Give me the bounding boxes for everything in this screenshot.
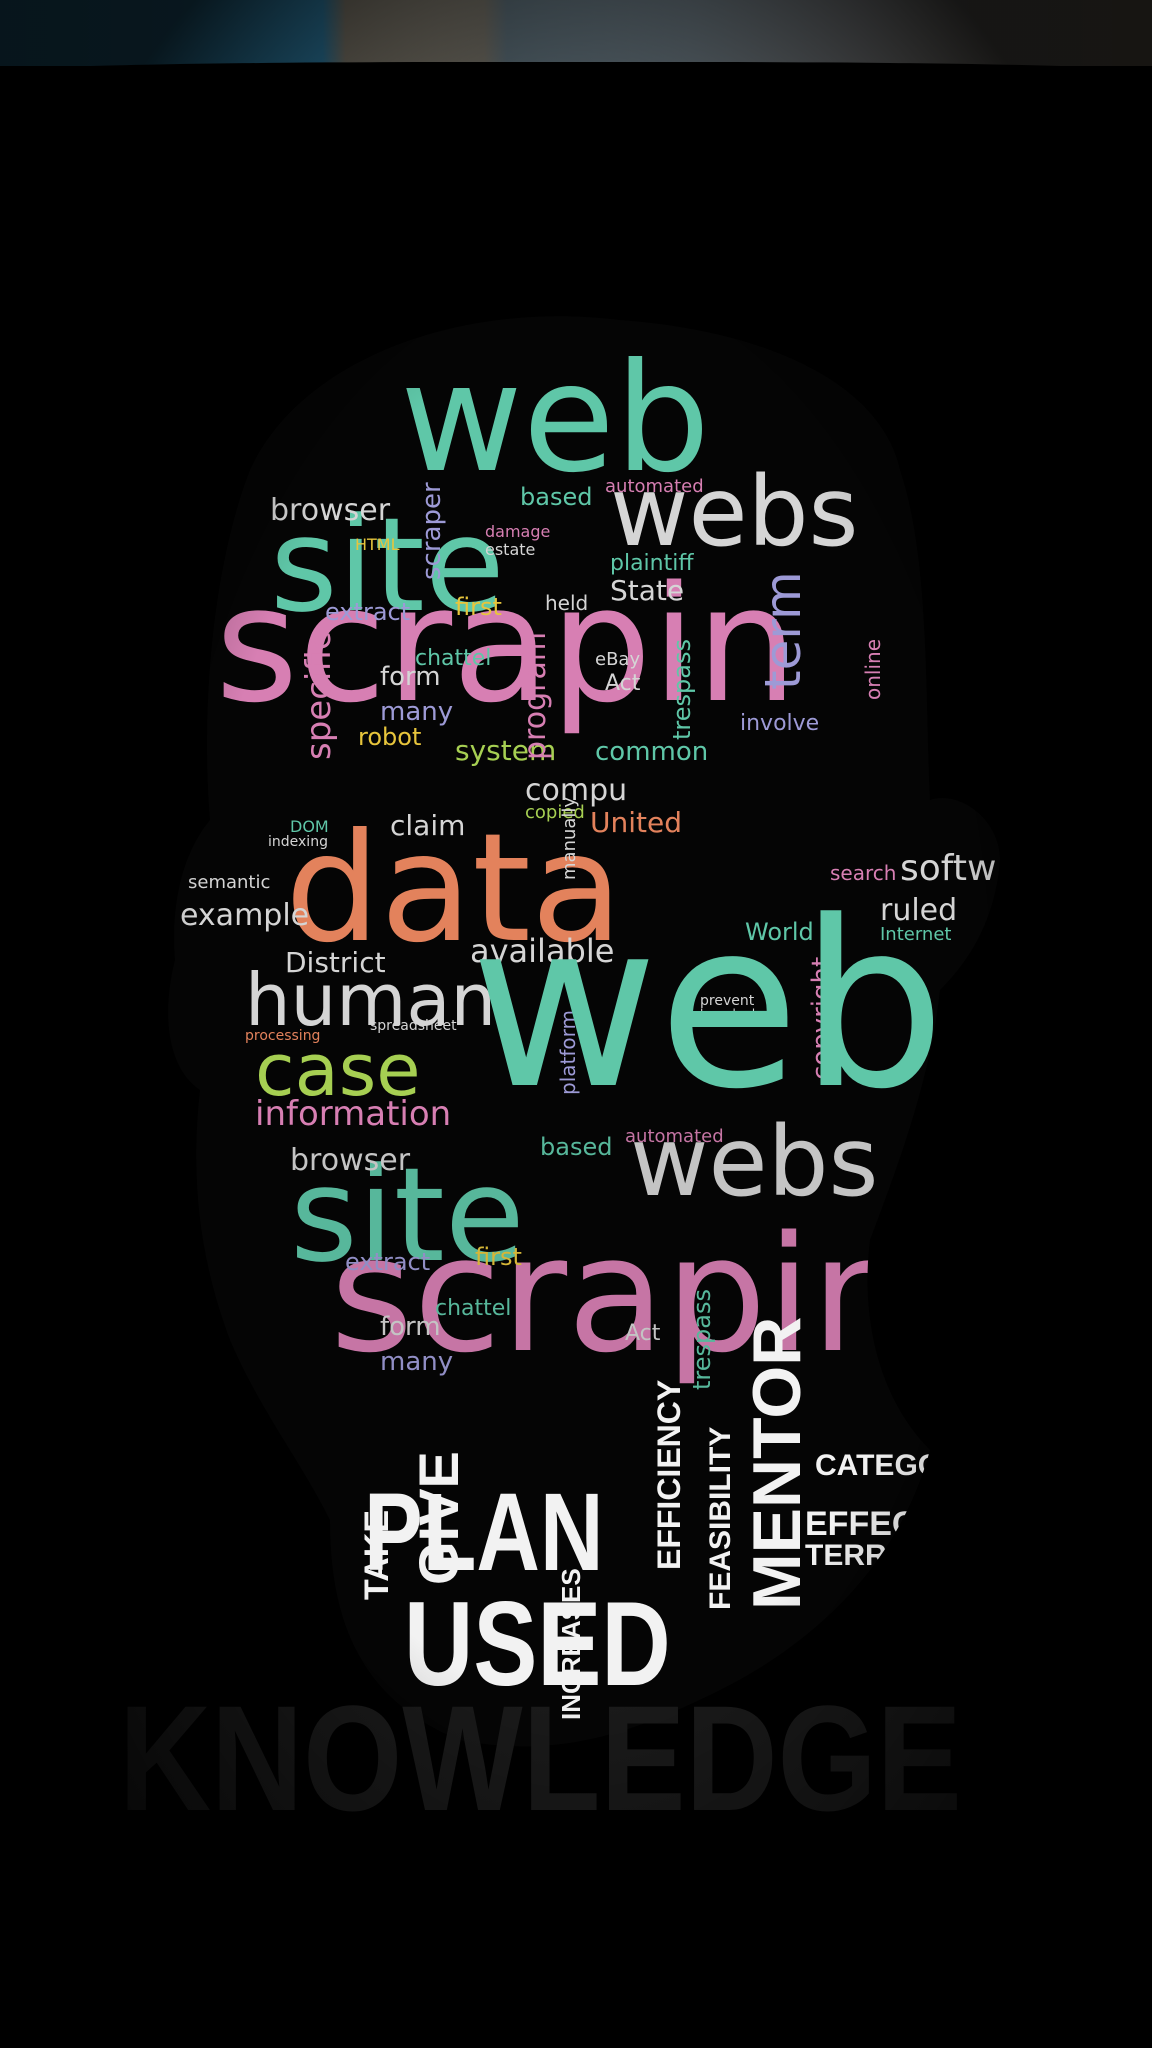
cloud-word: browser: [270, 493, 391, 528]
neck-word: EFFICIENCY: [651, 1380, 687, 1570]
cloud-word: extract: [325, 598, 410, 626]
cloud-word: HTML: [355, 535, 400, 554]
cloud-word: many: [380, 1347, 453, 1377]
cloud-word: United: [590, 806, 682, 839]
cloud-word: Act: [625, 1321, 661, 1346]
cloud-word: automated: [605, 476, 704, 497]
cloud-word: chattel: [435, 1296, 511, 1321]
cloud-word: State: [610, 574, 684, 607]
cloud-word: manually: [559, 797, 580, 880]
cloud-word: common: [595, 737, 708, 767]
cloud-word: District: [285, 946, 386, 979]
cloud-word: claim: [390, 809, 465, 842]
cloud-word: Act: [605, 671, 641, 696]
cloud-word: processing: [245, 1028, 320, 1044]
cloud-word: based: [520, 483, 592, 511]
cloud-word: trespass: [668, 639, 696, 740]
cloud-word: plaintiff: [610, 551, 694, 576]
cloud-word: robot: [358, 723, 421, 751]
cloud-word: specific: [299, 632, 339, 760]
cloud-word-web: web: [470, 873, 946, 1140]
cloud-word: example: [180, 898, 309, 933]
cloud-word: damage: [485, 522, 550, 541]
cloud-word: extract: [345, 1248, 430, 1276]
cloud-word: scraper: [417, 482, 447, 580]
cloud-word: first: [475, 1243, 522, 1271]
cloud-word: involve: [740, 711, 819, 736]
cloud-word: estate: [485, 540, 535, 559]
cloud-word: information: [255, 1094, 451, 1134]
cloud-word: online: [861, 639, 885, 700]
cloud-word: indexing: [268, 834, 328, 850]
neck-word: FEASIBILITY: [704, 1427, 737, 1610]
cloud-word: semantic: [188, 872, 270, 893]
cloud-word: browser: [290, 1143, 411, 1178]
cloud-word: term: [754, 571, 812, 690]
neck-word: EFFECTIVE: [805, 1505, 992, 1543]
cloud-word: spreadsheet: [370, 1018, 457, 1034]
neck-word: CATEGORY: [815, 1449, 982, 1482]
background-word: KNOWLEDGE: [119, 1675, 962, 1842]
cloud-word: first: [455, 593, 502, 621]
cloud-word: trespass: [688, 1289, 716, 1390]
neck-word: MENTOR: [739, 1317, 815, 1610]
neck-word: TERRITORY: [805, 1539, 977, 1572]
cloud-word: program: [518, 632, 553, 760]
neck-word: TAKE: [358, 1510, 396, 1600]
cloud-word: eBay: [595, 649, 640, 670]
repeated-cloud: site webs scrapin browser extract first …: [290, 1106, 913, 1390]
cloud-word: held: [545, 591, 588, 615]
cloud-word: form: [380, 1312, 441, 1342]
neck-word: GIVE: [407, 1451, 470, 1585]
cloud-word: chattel: [415, 646, 491, 671]
